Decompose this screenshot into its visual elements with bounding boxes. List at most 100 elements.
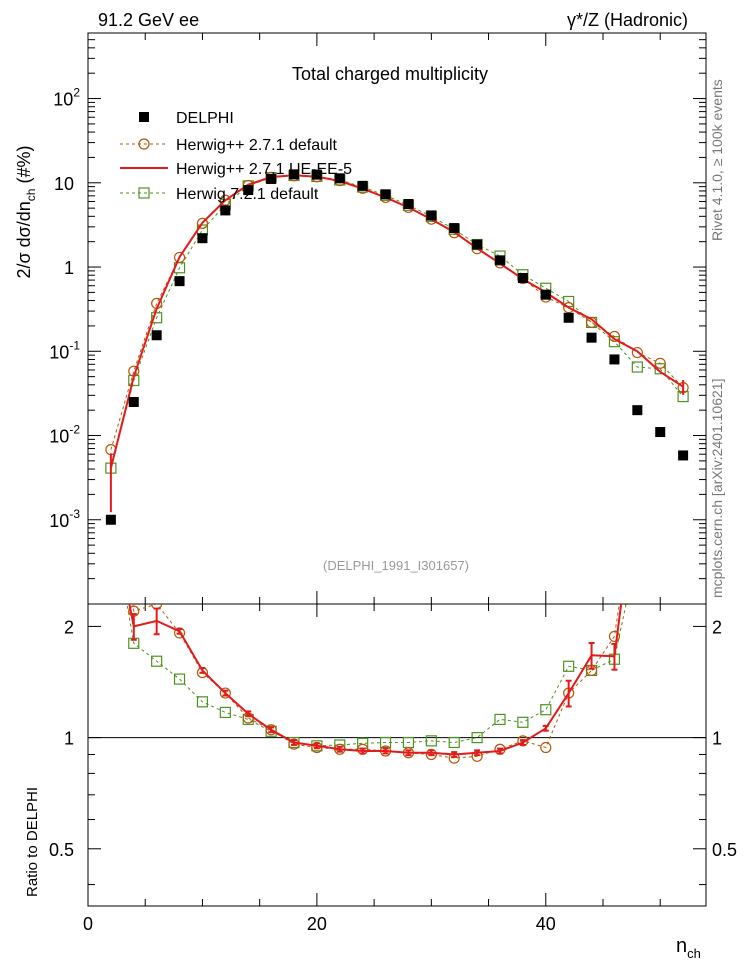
data-point-delphi: [197, 233, 208, 244]
ratio-point-herwig7-default: [448, 736, 460, 749]
series-line-herwigpp-ue-ee-5: [109, 174, 684, 469]
ratio-line-herwigpp-ue-ee-5: [128, 604, 623, 756]
data-point-herwigpp-default: [563, 301, 575, 314]
y-axis-label-tail: (#%): [14, 146, 34, 189]
y-tick-label: 102: [53, 86, 80, 110]
y-axis-label-main: 2/σ dσ/dn: [14, 201, 34, 278]
data-point-delphi: [403, 199, 414, 210]
legend-marker-delphi: [139, 112, 149, 122]
ratio-point-herwig7-default: [379, 736, 392, 749]
data-point-delphi: [220, 205, 231, 216]
ratio-point-herwigpp-default: [265, 724, 277, 736]
legend-label: DELPHI: [176, 110, 234, 127]
data-point-delphi: [105, 514, 116, 525]
data-point-delphi: [495, 255, 505, 266]
x-tick-label: 0: [83, 914, 93, 934]
x-tick-label: 20: [307, 914, 327, 934]
data-point-delphi: [151, 330, 162, 341]
ratio-tick-label-right: 1: [712, 729, 722, 749]
data-point-herwig7-default: [631, 361, 643, 373]
ratio-point-herwig7-default: [678, 474, 688, 484]
x-axis-label-sub: ch: [687, 946, 701, 961]
ratio-line-herwigpp-default: [132, 604, 620, 759]
data-point-delphi: [609, 354, 620, 365]
ratio-tick-label: 2: [64, 617, 74, 637]
ratio-point-herwig7-default: [471, 732, 483, 744]
chart-title: Total charged multiplicity: [292, 64, 488, 84]
ratio-tick-label-right: 0.5: [712, 840, 737, 860]
data-point-delphi: [128, 396, 139, 407]
ratio-point-herwigpp-default: [540, 741, 552, 754]
ratio-point-herwigpp-default: [632, 481, 642, 491]
ratio-point-herwig7-default: [517, 716, 529, 728]
ratio-point-herwigpp-default: [219, 687, 231, 699]
y-tick-label: 10-2: [49, 423, 80, 447]
data-point-herwigpp-default: [173, 251, 186, 264]
header-left: 91.2 GeV ee: [98, 10, 199, 30]
legend-label: Herwig 7.2.1 default: [176, 186, 319, 203]
data-point-herwigpp-default: [608, 330, 621, 343]
data-point-delphi: [540, 289, 551, 300]
ratio-point-herwig7-default: [632, 546, 642, 556]
ratio-y-label: Ratio to DELPHI: [24, 787, 41, 897]
data-point-delphi: [678, 450, 689, 461]
ratio-point-herwig7-default: [219, 706, 231, 719]
data-point-delphi: [586, 332, 597, 343]
legend-label: Herwig++ 2.7.1 default: [176, 137, 338, 154]
watermark: (DELPHI_1991_I301657): [323, 558, 469, 573]
ratio-tick-label: 1: [64, 729, 74, 749]
y-tick-label: 1: [64, 258, 74, 278]
ratio-point-herwig7-default: [173, 673, 186, 685]
ratio-line-herwig7-default: [126, 604, 627, 747]
data-point-delphi: [289, 169, 299, 180]
ratio-point-herwig7-default: [540, 704, 552, 716]
series-line-herwigpp-default: [110, 175, 684, 450]
data-point-delphi: [174, 276, 185, 287]
series-line-herwig7-default: [110, 174, 684, 469]
x-tick-label: 40: [536, 914, 556, 934]
ratio-point-herwigpp-default: [608, 630, 621, 642]
ratio-tick-label: 0.5: [49, 840, 74, 860]
data-point-herwigpp-default: [654, 357, 666, 369]
data-point-delphi: [426, 210, 437, 221]
svg-text:2/σ dσ/dnch (#%): 2/σ dσ/dnch (#%): [14, 146, 38, 279]
data-point-delphi: [472, 239, 483, 250]
data-point-herwigpp-default: [196, 217, 209, 229]
legend-label: Herwig++ 2.7.1 UE-EE-5: [176, 161, 352, 178]
data-point-delphi: [449, 223, 460, 234]
x-axis-label-main: n: [676, 935, 687, 957]
ratio-point-herwigpp-default: [106, 425, 116, 435]
header-right: γ*/Z (Hadronic): [567, 10, 688, 30]
data-point-delphi: [563, 312, 574, 323]
y-axis-label: 2/σ dσ/dnch (#%): [14, 146, 38, 279]
y-tick-label: 10-3: [49, 507, 80, 531]
legend-marker: [138, 138, 150, 150]
side-label-top: Rivet 4.1.0, ≥ 100k events: [709, 79, 725, 241]
data-point-herwigpp-default: [631, 346, 643, 359]
y-tick-label: 10-1: [49, 338, 80, 362]
ratio-tick-label-right: 2: [712, 617, 722, 637]
legend-marker: [138, 187, 150, 199]
ratio-point-herwig7-default: [196, 696, 209, 708]
y-axis-label-sub: ch: [24, 189, 38, 202]
data-point-delphi: [517, 273, 528, 284]
data-point-delphi: [243, 185, 254, 196]
ratio-point-herwig7-default: [655, 456, 665, 466]
data-point-delphi: [655, 427, 666, 438]
data-point-delphi: [334, 173, 345, 184]
ratio-plot-frame: [87, 603, 707, 907]
data-point-delphi: [311, 169, 322, 180]
ratio-point-herwig7-default: [494, 713, 506, 726]
data-point-herwigpp-default: [219, 194, 231, 206]
ratio-point-herwig7-default: [425, 735, 437, 747]
side-label-bottom: mcplots.cern.ch [arXiv:2401.10621]: [709, 379, 725, 598]
y-tick-label: 10: [54, 174, 74, 194]
ratio-point-herwig7-default: [151, 655, 163, 667]
ratio-point-herwigpp-default: [678, 435, 688, 445]
data-point-delphi: [357, 180, 368, 191]
data-point-delphi: [632, 405, 643, 416]
data-point-delphi: [380, 189, 391, 200]
data-point-delphi: [266, 173, 277, 184]
